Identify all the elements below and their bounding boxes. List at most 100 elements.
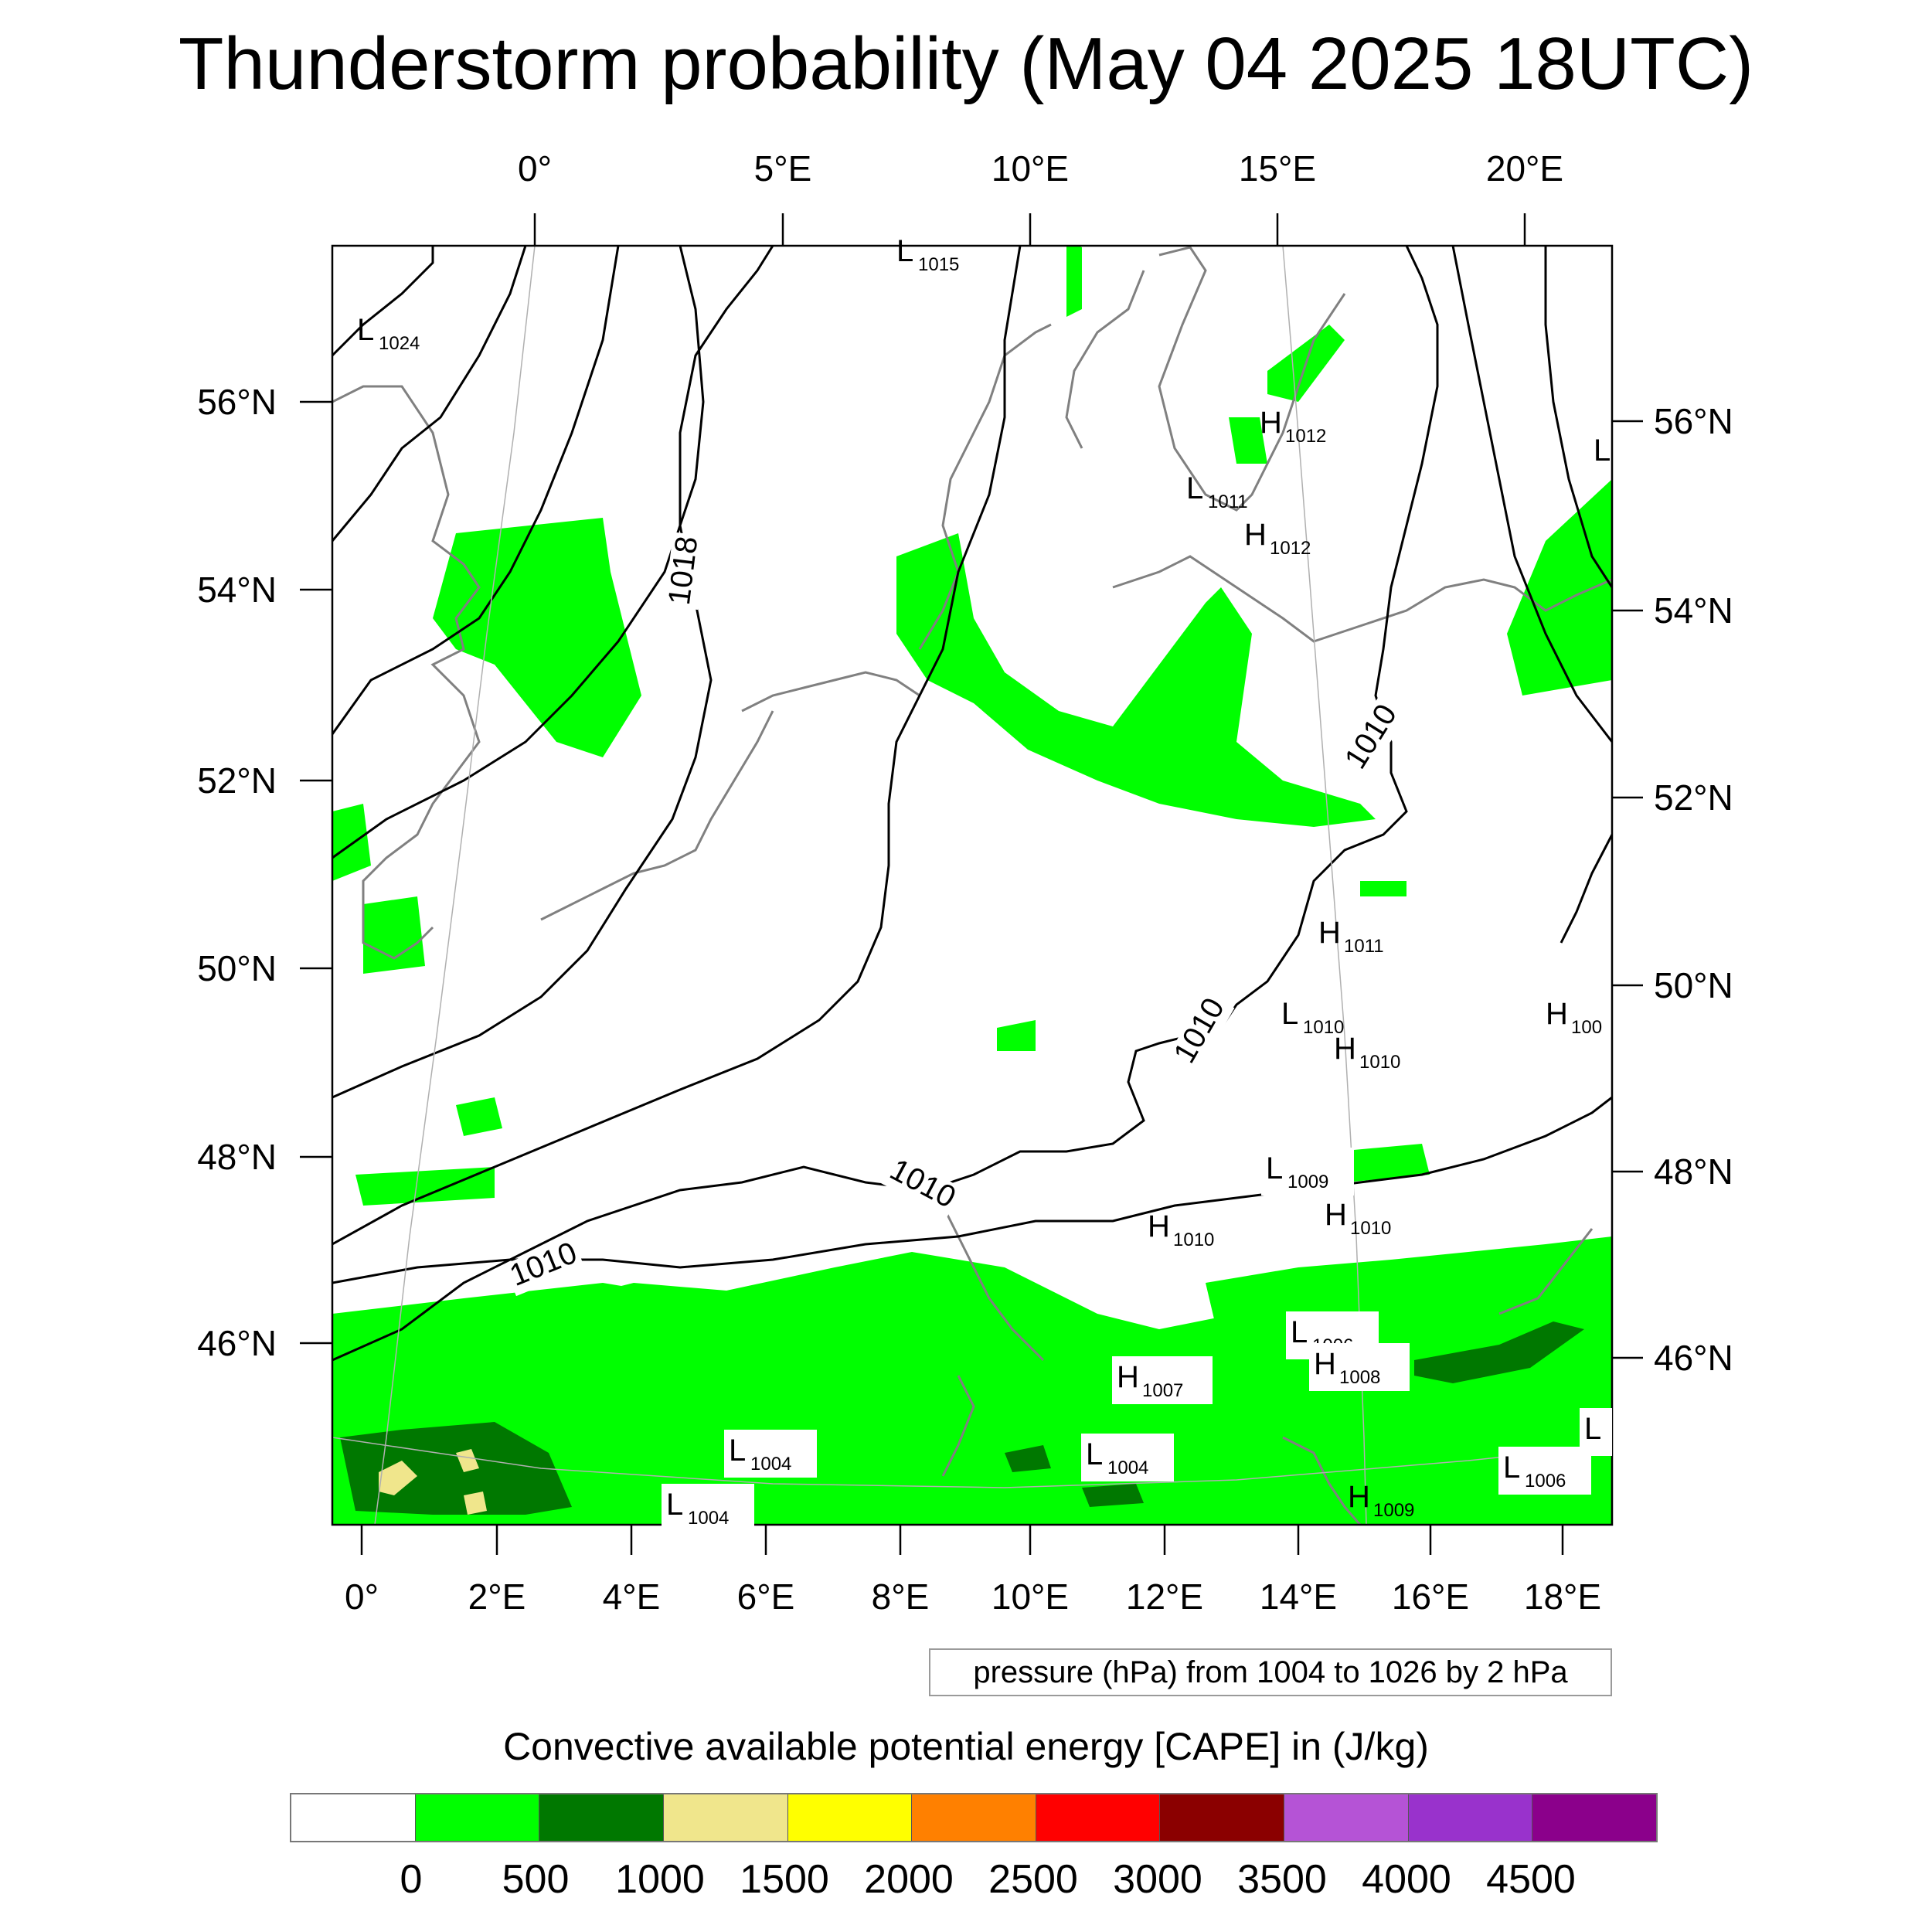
svg-text:H: H: [1318, 916, 1341, 950]
svg-text:H: H: [1260, 406, 1282, 440]
pressure-note: pressure (hPa) from 1004 to 1026 by 2 hP…: [929, 1648, 1612, 1696]
colorbar-label: 4500: [1486, 1857, 1576, 1902]
colorbar-label: 1500: [740, 1857, 829, 1902]
colorbar-box: [787, 1794, 913, 1841]
bottom-longitude-label: 6°E: [736, 1577, 795, 1617]
right-latitude-label: 54°N: [1654, 590, 1733, 631]
colorbar-box: [1532, 1794, 1657, 1841]
colorbar-label: 1000: [615, 1857, 705, 1902]
left-latitude-label: 52°N: [197, 760, 277, 801]
top-longitude-label: 5°E: [753, 148, 812, 189]
bottom-longitude-label: 16°E: [1391, 1577, 1470, 1617]
pressure-center: L: [1580, 1408, 1612, 1456]
pressure-center: H 1010: [1325, 1198, 1391, 1239]
colorbar-label: 2000: [864, 1857, 954, 1902]
pressure-center: L 1024: [357, 313, 420, 354]
svg-text:1011: 1011: [1208, 492, 1248, 512]
bottom-longitude-label: 12°E: [1125, 1577, 1204, 1617]
pressure-center: L 1011: [1186, 471, 1248, 512]
top-longitude-label: 15°E: [1238, 148, 1317, 189]
colorbar-box: [539, 1794, 664, 1841]
colorbar-label: 3000: [1113, 1857, 1202, 1902]
svg-text:L: L: [896, 234, 913, 268]
colorbar-box: [1408, 1794, 1533, 1841]
top-longitude-label: 10°E: [991, 148, 1070, 189]
svg-text:L: L: [1266, 1151, 1283, 1185]
right-latitude-label: 46°N: [1654, 1338, 1733, 1378]
svg-text:H: H: [1117, 1360, 1139, 1394]
pressure-center: H 1012: [1260, 406, 1326, 447]
right-latitude-label: 50°N: [1654, 965, 1733, 1005]
colorbar-box: [912, 1794, 1036, 1841]
cape-1000-1500-areas: [379, 1449, 487, 1515]
left-latitude-label: 46°N: [197, 1323, 277, 1363]
left-latitude-label: 48°N: [197, 1137, 277, 1177]
colorbar-box: [1284, 1794, 1409, 1841]
pressure-center: H 1009: [1348, 1480, 1414, 1521]
pressure-center: H 1012: [1244, 518, 1311, 559]
bottom-longitude-label: 14°E: [1259, 1577, 1338, 1617]
colorbar-box: [663, 1794, 788, 1841]
pressure-center: L 1010: [1281, 997, 1344, 1038]
bottom-longitude-label: 18°E: [1523, 1577, 1602, 1617]
svg-text:1015: 1015: [918, 254, 959, 275]
isobar-label: 1018: [662, 535, 705, 607]
left-latitude-label: 54°N: [197, 570, 277, 610]
left-ticks: [300, 400, 332, 1345]
svg-text:L: L: [1291, 1315, 1308, 1349]
left-latitude-label: 50°N: [197, 948, 277, 988]
right-latitude-label: 52°N: [1654, 777, 1733, 818]
svg-text:L: L: [1281, 997, 1298, 1031]
svg-text:L: L: [1584, 1412, 1601, 1446]
pressure-center: H 1010: [1148, 1209, 1214, 1250]
svg-text:1010: 1010: [1173, 1230, 1214, 1250]
bottom-longitude-label: 0°: [345, 1577, 379, 1617]
svg-text:L: L: [1186, 471, 1203, 505]
pressure-center: H 1011: [1318, 916, 1384, 957]
colorbar-label: 500: [502, 1857, 570, 1902]
pressure-center: L 1006: [1498, 1447, 1591, 1495]
svg-text:H: H: [1334, 1032, 1356, 1066]
top-ticks: [533, 213, 1526, 246]
svg-text:H: H: [1325, 1198, 1347, 1232]
pressure-center: L 1004: [1081, 1434, 1174, 1481]
pressure-center: H 1010: [1334, 1032, 1400, 1073]
bottom-ticks: [360, 1525, 1564, 1555]
map-title: Thunderstorm probability (May 04 2025 18…: [178, 22, 1754, 105]
pressure-center: H 100: [1546, 997, 1602, 1038]
coastlines: [332, 246, 1612, 1525]
colorbar-label: 2500: [988, 1857, 1078, 1902]
bottom-longitude-label: 4°E: [602, 1577, 661, 1617]
svg-text:L: L: [1594, 434, 1611, 468]
svg-text:H: H: [1148, 1209, 1170, 1243]
graticule: [332, 245, 1613, 1526]
colorbar-box: [1036, 1794, 1161, 1841]
svg-text:1024: 1024: [379, 333, 420, 354]
pressure-center: L 1004: [662, 1484, 754, 1532]
pressure-center: L 1015: [896, 234, 959, 275]
svg-text:1012: 1012: [1285, 426, 1326, 447]
svg-text:1006: 1006: [1525, 1471, 1566, 1492]
svg-text:1004: 1004: [1107, 1458, 1148, 1478]
colorbar-box: [291, 1794, 416, 1841]
bottom-longitude-label: 10°E: [991, 1577, 1070, 1617]
svg-text:1009: 1009: [1287, 1172, 1328, 1192]
pressure-center: L 1004: [724, 1430, 817, 1478]
bottom-longitude-label: 2°E: [468, 1577, 526, 1617]
svg-text:1007: 1007: [1142, 1380, 1183, 1401]
top-longitude-label: 20°E: [1485, 148, 1564, 189]
pressure-center: L: [1594, 434, 1611, 468]
pressure-center: L 1009: [1261, 1148, 1354, 1196]
svg-text:1012: 1012: [1270, 538, 1311, 559]
map-plot-border: [331, 244, 1614, 1526]
svg-text:H: H: [1244, 518, 1267, 552]
svg-text:L: L: [357, 313, 374, 347]
colorbar-label: 3500: [1237, 1857, 1327, 1902]
svg-text:1008: 1008: [1339, 1367, 1380, 1388]
right-ticks: [1612, 420, 1643, 1359]
svg-text:1009: 1009: [1373, 1500, 1414, 1521]
svg-text:L: L: [1086, 1437, 1103, 1471]
colorbar-label: 4000: [1362, 1857, 1451, 1902]
svg-text:1010: 1010: [1359, 1052, 1400, 1073]
bottom-longitude-label: 8°E: [871, 1577, 930, 1617]
